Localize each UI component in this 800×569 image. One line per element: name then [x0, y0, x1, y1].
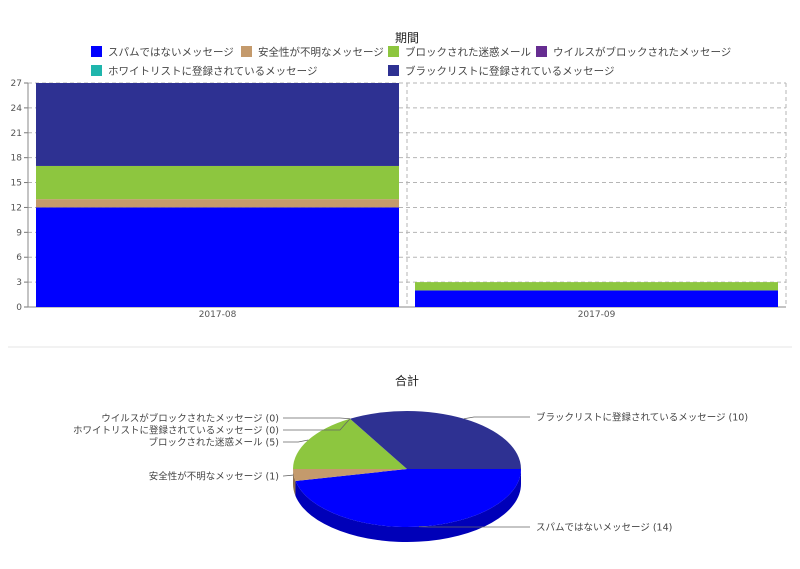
x-tick-label: 2017-09	[578, 310, 616, 320]
pie-leader-line	[463, 416, 530, 420]
bar-segment	[36, 199, 399, 208]
pie-leader-line	[283, 474, 294, 477]
pie-slice	[293, 469, 407, 482]
bar-chart-x-axis: 2017-08 2017-09	[199, 310, 616, 320]
pie-slice	[293, 418, 407, 469]
y-tick-label: 12	[11, 203, 22, 213]
pie-chart	[293, 411, 521, 542]
pie-leader-line	[283, 439, 309, 443]
pie-leader-line	[283, 418, 351, 431]
pie-leader-line	[283, 417, 351, 420]
bar-segment	[36, 83, 399, 166]
y-tick-label: 21	[11, 129, 22, 139]
pie-slice-label: ホワイトリストに登録されているメッセージ (0)	[73, 425, 279, 437]
pie-slice	[350, 411, 521, 469]
bar-chart-legend: スパムではないメッセージ 安全性が不明なメッセージ ブロックされた迷惑メール ウイルス…	[91, 46, 731, 78]
y-tick-label: 27	[11, 79, 22, 89]
legend-label: ホワイトリストに登録されているメッセージ	[108, 65, 317, 78]
pie-slice-label: 安全性が不明なメッセージ (1)	[149, 471, 279, 483]
y-tick-label: 0	[16, 303, 22, 313]
y-tick-label: 6	[16, 253, 22, 263]
pie-slice-label: スパムではないメッセージ (14)	[536, 523, 672, 534]
pie-slice-side	[295, 469, 521, 542]
x-tick-label: 2017-08	[199, 310, 237, 320]
legend-label: ブラックリストに登録されているメッセージ	[405, 65, 614, 78]
pie-chart-labels: スパムではないメッセージ (14) 安全性が不明なメッセージ (1) ブロックされた…	[73, 412, 748, 534]
y-tick-label: 3	[16, 278, 22, 288]
legend-label: ウイルスがブロックされたメッセージ	[553, 46, 731, 59]
legend-label: 安全性が不明なメッセージ	[258, 46, 384, 59]
legend-label: スパムではないメッセージ	[108, 47, 234, 59]
legend-swatch	[241, 46, 252, 57]
bar-segment	[36, 165, 399, 200]
pie-chart-title: 合計	[395, 373, 419, 388]
pie-slice-label: ブラックリストに登録されているメッセージ (10)	[536, 412, 748, 424]
pie-slice-label: ウイルスがブロックされたメッセージ (0)	[101, 413, 279, 425]
legend-swatch	[91, 65, 102, 76]
y-tick-label: 18	[11, 154, 23, 164]
legend-swatch	[536, 46, 547, 57]
y-tick-label: 9	[16, 228, 22, 238]
legend-swatch	[388, 65, 399, 76]
pie-slice-side	[293, 469, 296, 497]
bar-segment	[415, 290, 778, 307]
legend-swatch	[388, 46, 399, 57]
y-tick-label: 24	[11, 104, 23, 114]
pie-slice	[295, 469, 521, 527]
bar-segment	[415, 282, 778, 291]
pie-slice-label: ブロックされた迷惑メール (5)	[149, 437, 279, 449]
bar-segment	[36, 207, 399, 307]
legend-swatch	[91, 46, 102, 57]
legend-label: ブロックされた迷惑メール	[405, 46, 531, 59]
bar-chart-title: 期間	[395, 31, 419, 45]
bar-chart-bars	[36, 83, 778, 307]
y-tick-label: 15	[11, 179, 22, 189]
